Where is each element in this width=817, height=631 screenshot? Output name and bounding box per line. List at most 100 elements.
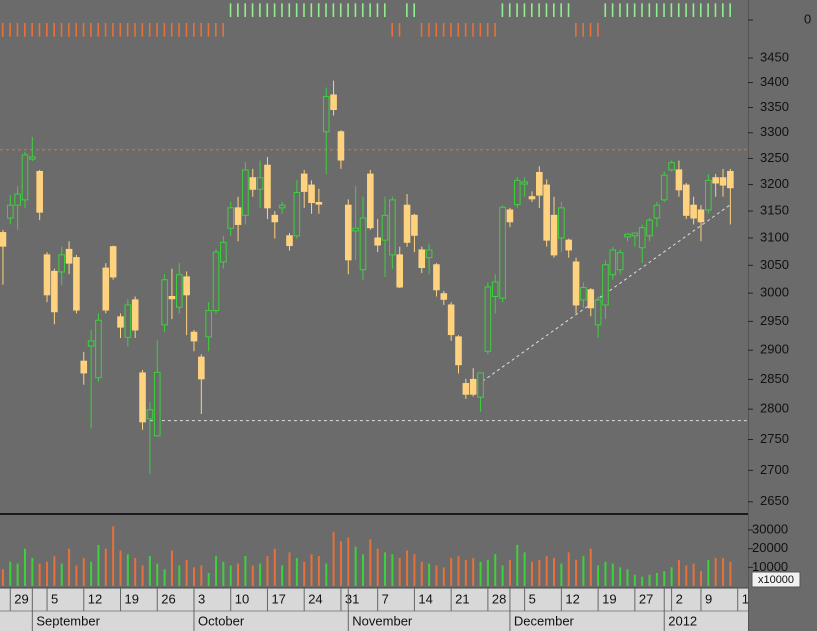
indicator-bar <box>170 23 173 37</box>
y-tick-label: 3300 <box>760 124 789 139</box>
indicator-bar <box>97 23 100 37</box>
candle-body <box>300 173 308 192</box>
volume-bar <box>251 565 254 586</box>
x-tick-label: 19 <box>125 591 139 606</box>
indicator-bar <box>192 23 195 37</box>
volume-bar <box>332 531 335 586</box>
volume-bar <box>97 544 100 586</box>
candle-body <box>0 232 7 247</box>
indicator-bar <box>494 23 496 37</box>
candle-body <box>139 372 146 423</box>
indicator-tick-label: 0 <box>804 11 811 26</box>
x-tick-label: 26 <box>161 591 175 606</box>
indicator-bar <box>16 23 19 37</box>
candle-body <box>403 204 411 243</box>
volume-bar <box>347 537 350 586</box>
candle-body <box>484 286 492 352</box>
candle-body <box>131 299 139 331</box>
indicator-bar <box>663 3 665 18</box>
volume-bar <box>648 574 651 586</box>
candle-body <box>322 95 330 133</box>
y-tick-label: 2950 <box>760 313 789 328</box>
indicator-bar <box>259 3 261 18</box>
candle-body <box>594 299 602 326</box>
indicator-bar <box>1 23 4 37</box>
candle-body <box>337 131 345 161</box>
volume-bar <box>310 554 313 586</box>
volume-bar <box>384 552 387 586</box>
indicator-bar <box>53 23 55 37</box>
x-tick-label: 24 <box>308 591 322 606</box>
candle-body <box>491 281 499 297</box>
volume-bar <box>677 559 680 586</box>
corner <box>748 588 817 631</box>
indicator-bar <box>141 23 144 37</box>
volume-bar <box>516 544 519 586</box>
candle-body <box>109 246 117 278</box>
volume-bar <box>633 574 636 586</box>
candle-body <box>587 289 595 309</box>
volume-bar <box>670 567 673 586</box>
candle-body <box>51 270 58 313</box>
indicator-bar <box>508 3 511 18</box>
volume-bar <box>538 559 541 586</box>
volume-bar <box>420 561 423 586</box>
volume-bar <box>119 550 122 586</box>
candle-body <box>558 207 565 239</box>
volume-bar <box>317 556 320 586</box>
candle-body <box>513 179 521 206</box>
indicator-bar <box>398 23 401 37</box>
volume-tick-label: 30000 <box>752 521 788 536</box>
indicator-bar <box>112 23 114 37</box>
volume-bar <box>288 552 291 586</box>
volume-bar <box>361 554 364 586</box>
volume-bar <box>464 559 467 586</box>
candle-body <box>499 206 506 299</box>
volume-bar <box>582 556 585 586</box>
candle-body <box>580 287 587 301</box>
volume-bar <box>641 576 644 586</box>
x-tick-label: 10 <box>235 591 249 606</box>
volume-bar <box>38 563 41 586</box>
candle-body <box>528 196 536 200</box>
candle-body <box>6 204 14 219</box>
volume-bar <box>457 556 460 586</box>
indicator-bar <box>317 3 320 18</box>
candle-body <box>646 219 653 237</box>
indicator-bar <box>104 23 107 37</box>
volume-bar <box>192 567 195 586</box>
volume-bar <box>31 558 34 586</box>
indicator-bar <box>9 23 11 37</box>
indicator-bar <box>361 3 364 18</box>
candle-body <box>690 204 697 219</box>
volume-bar <box>663 571 666 586</box>
candle-body <box>565 239 573 251</box>
candle-body <box>220 241 227 263</box>
indicator-bar <box>699 3 702 18</box>
unit-box <box>751 571 801 588</box>
candle-body <box>712 177 719 184</box>
indicator-bar <box>347 3 349 18</box>
candle-body <box>425 249 433 259</box>
y-tick-label: 2800 <box>760 401 789 416</box>
volume-bar <box>200 565 203 586</box>
volume-bar <box>619 567 622 586</box>
candle-body <box>609 249 617 276</box>
x-tick-label: 28 <box>492 591 506 606</box>
indicator-bar <box>464 23 467 37</box>
candle-body <box>271 214 279 223</box>
indicator-bar <box>722 3 724 18</box>
y-tick-label: 3250 <box>760 150 789 165</box>
candle-body <box>705 179 712 211</box>
volume-bar <box>494 554 497 586</box>
indicator-bar <box>626 3 629 18</box>
indicator-bar <box>685 3 687 18</box>
candle-body <box>117 316 124 328</box>
month-label: October <box>198 613 245 628</box>
candle-body <box>447 304 455 336</box>
candle-body <box>682 184 690 216</box>
indicator-bar <box>126 23 129 37</box>
volume-bar <box>266 556 269 586</box>
indicator-bar <box>553 3 555 18</box>
